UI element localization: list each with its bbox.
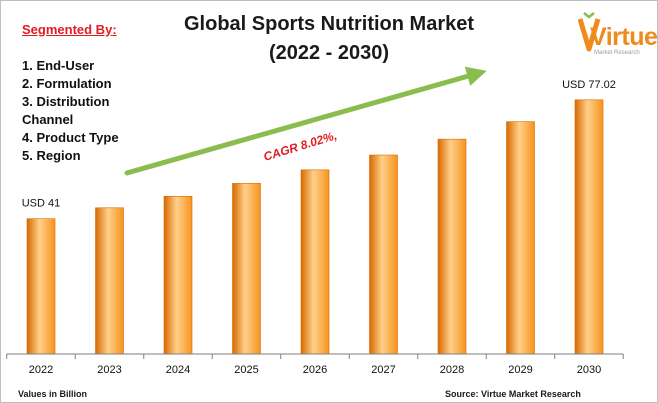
data-label-2030: USD 77.02 [562,79,616,91]
bar-2024 [163,195,193,355]
bar-2029 [506,121,535,355]
bar-2030 [574,99,604,355]
data-labels: USD 41 USD 77.02 [22,79,616,210]
logo-name: Virtue [590,23,658,51]
segment-item: 2. Formulation [22,76,112,91]
logo-tagline: Market Research [594,50,640,56]
x-tick-label: 2030 [577,364,601,376]
segment-item: 5. Region [22,148,81,163]
x-tick-label: 2025 [234,364,258,376]
chart-title: Global Sports Nutrition Market (2022 - 2… [149,10,509,68]
x-tick-label: 2024 [166,364,190,376]
segmentation-heading-colon: : [112,22,117,37]
title-line-1: Global Sports Nutrition Market [183,13,475,35]
source-note: Source: Virtue Market Research [445,389,581,399]
x-tick-label: 2027 [371,364,395,376]
units-note: Values in Billion [18,389,88,399]
segmentation-heading-text: Segmented By [22,22,113,37]
segmentation-heading: Segmented By: [22,22,117,37]
growth-arrow [124,66,487,176]
x-tick-label: 2029 [508,364,532,376]
data-label-2022: USD 41 [22,198,61,210]
company-logo: Virtue Market Research [578,9,658,57]
x-tick-label: 2026 [303,364,327,376]
bar-2027 [369,154,398,355]
bar-2022 [26,218,56,355]
x-tick-label: 2023 [97,364,121,376]
x-axis-labels: 2022 2023 2024 2025 2026 2027 2028 2029 2030 [29,364,601,376]
logo-mark [578,12,601,52]
bar-2025 [232,183,261,355]
x-tick-label: 2028 [440,364,464,376]
bar-2026 [300,169,330,355]
title-line-2: (2022 - 2030) [268,42,390,64]
segment-item: 4. Product Type [22,130,119,145]
segment-item: 1. End-User [22,58,95,73]
bars-layer [26,99,604,355]
segment-item: 3. Distribution Channel [22,94,110,127]
bar-2028 [437,138,467,355]
x-tick-label: 2022 [29,364,53,376]
x-axis-ticks [6,354,624,359]
segmentation-list: 1. End-User 2. Formulation 3. Distributi… [22,57,162,165]
bar-2023 [95,207,124,355]
